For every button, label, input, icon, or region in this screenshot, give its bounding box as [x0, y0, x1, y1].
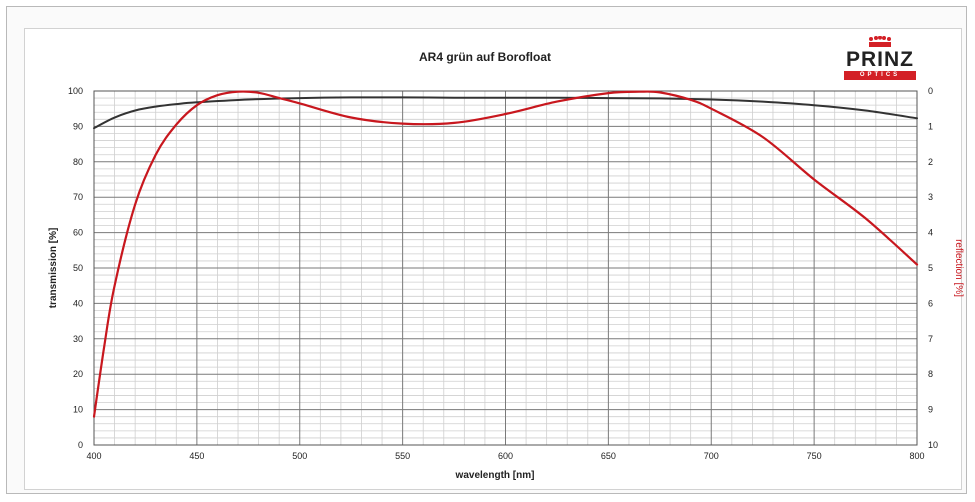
y-left-tick-label: 80 — [73, 157, 83, 167]
y-right-tick-label: 5 — [928, 263, 933, 273]
y-right-tick-label: 9 — [928, 405, 933, 415]
x-tick-label: 450 — [189, 451, 204, 461]
reflection-series-line — [92, 90, 919, 418]
crown-icon — [869, 36, 891, 47]
y-right-tick-label: 8 — [928, 369, 933, 379]
y-left-tick-label: 20 — [73, 369, 83, 379]
x-tick-label: 550 — [395, 451, 410, 461]
y-left-tick-label: 90 — [73, 121, 83, 131]
y-left-tick-labels: 0 10 20 30 40 50 60 70 80 90 100 — [68, 86, 83, 450]
x-tick-label: 400 — [86, 451, 101, 461]
x-tick-label: 800 — [909, 451, 924, 461]
y-right-tick-label: 6 — [928, 298, 933, 308]
y-left-tick-label: 40 — [73, 298, 83, 308]
x-tick-label: 650 — [601, 451, 616, 461]
y-right-tick-label: 3 — [928, 192, 933, 202]
y-left-tick-label: 50 — [73, 263, 83, 273]
x-axis-label: wavelength [nm] — [455, 470, 535, 481]
x-tick-labels: 400 450 500 550 600 650 700 750 800 — [86, 451, 924, 461]
y-left-tick-label: 60 — [73, 228, 83, 238]
chart-title: AR4 grün auf Borofloat — [419, 50, 551, 64]
series-layer — [92, 90, 919, 418]
logo-subtitle: OPTICS — [844, 71, 916, 80]
y-right-tick-label: 4 — [928, 228, 933, 238]
x-tick-label: 750 — [807, 451, 822, 461]
x-tick-label: 500 — [292, 451, 307, 461]
x-tick-label: 600 — [498, 451, 513, 461]
y-axis-label-right: reflection [%] — [953, 239, 964, 297]
y-left-tick-label: 100 — [68, 86, 83, 96]
y-left-tick-label: 70 — [73, 192, 83, 202]
y-right-tick-label: 0 — [928, 86, 933, 96]
x-tick-label: 700 — [704, 451, 719, 461]
y-axis-label-left: transmission [%] — [48, 228, 59, 309]
plot-border — [93, 90, 918, 446]
transmission-series-line — [93, 96, 918, 130]
y-right-tick-label: 1 — [928, 121, 933, 131]
y-left-tick-label: 0 — [78, 440, 83, 450]
y-right-tick-label: 2 — [928, 157, 933, 167]
prinz-optics-logo: PRINZ OPTICS — [842, 36, 918, 80]
y-right-tick-label: 7 — [928, 334, 933, 344]
y-left-tick-label: 30 — [73, 334, 83, 344]
logo-wordmark: PRINZ — [846, 48, 914, 71]
y-right-tick-labels: 0 1 2 3 4 5 6 7 8 9 10 — [928, 86, 938, 450]
y-right-tick-label: 10 — [928, 440, 938, 450]
y-left-tick-label: 10 — [73, 405, 83, 415]
